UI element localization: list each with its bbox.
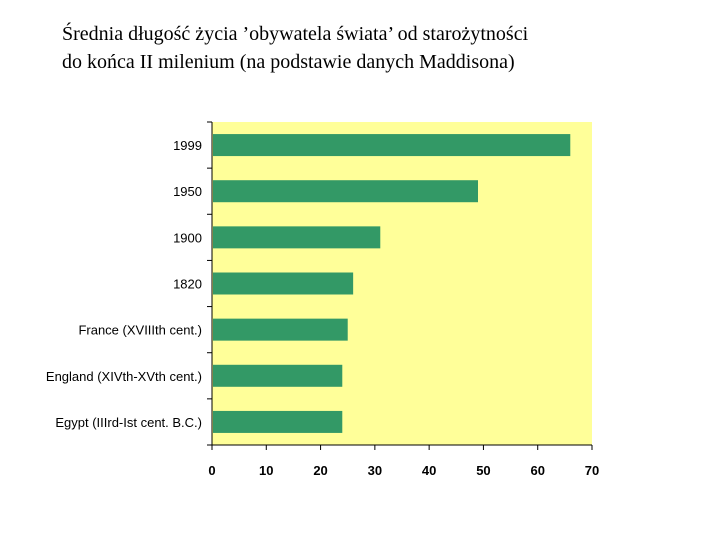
category-label-0: 1999 [173, 138, 202, 153]
bar-1 [213, 180, 478, 203]
x-tick-label-2: 20 [313, 463, 327, 478]
category-label-6: Egypt (IIIrd-Ist cent. B.C.) [55, 415, 202, 430]
category-label-4: France (XVIIIth cent.) [78, 323, 202, 338]
title-line-1: Średnia długość życia ’obywatela świata’… [62, 23, 529, 45]
labels-group: 1999 1950 1900 1820 France (XVIIIth cent.) En… [46, 138, 599, 478]
slide-title: Średnia długość życia ’obywatela świata’… [62, 20, 702, 76]
bar-5 [213, 364, 343, 387]
x-tick-label-4: 40 [422, 463, 436, 478]
bar-6 [213, 410, 343, 433]
bar-3 [213, 272, 354, 295]
x-tick-label-6: 60 [530, 463, 544, 478]
category-label-1: 1950 [173, 184, 202, 199]
bar-2 [213, 226, 381, 249]
title-line-2: do końca II milenium (na podstawie danyc… [62, 51, 515, 73]
category-label-2: 1900 [173, 230, 202, 245]
x-tick-label-5: 50 [476, 463, 490, 478]
axes-group [207, 121, 593, 450]
x-tick-label-0: 0 [208, 463, 215, 478]
category-label-5: England (XIVth-XVth cent.) [46, 369, 202, 384]
x-tick-label-1: 10 [259, 463, 273, 478]
bar-0 [213, 134, 571, 157]
x-tick-label-7: 70 [585, 463, 599, 478]
bar-4 [213, 318, 348, 341]
category-label-3: 1820 [173, 277, 202, 292]
bars-group [213, 134, 571, 433]
x-tick-label-3: 30 [368, 463, 382, 478]
